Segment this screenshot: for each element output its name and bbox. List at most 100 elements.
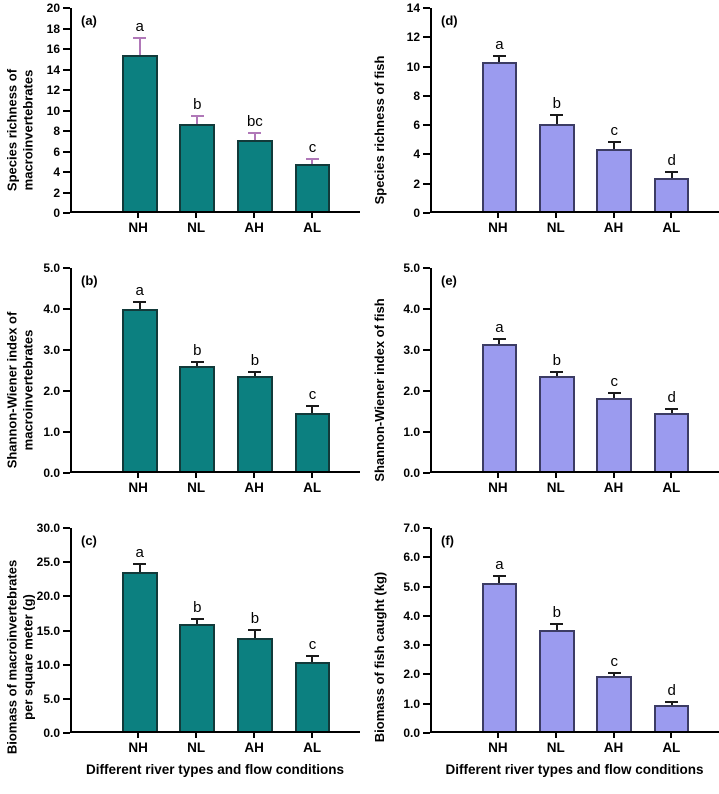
plot-area: (e) a b c d: [430, 268, 719, 473]
x-axis-title: Different river types and flow condition…: [445, 762, 704, 777]
y-tick-mark: [63, 390, 70, 392]
error-bar-line: [138, 565, 141, 572]
x-tick-label: NL: [546, 740, 565, 755]
significance-letter: b: [193, 342, 202, 360]
error-bar-line: [311, 160, 314, 165]
y-tick-mark: [63, 308, 70, 310]
plot-area: (d) a b c d: [430, 8, 719, 213]
y-tick-label: 25.0: [36, 555, 60, 570]
chart-panel-f: Biomass of fish caught (kg) 0.0 1.0 2.0 3.0…: [360, 520, 719, 794]
x-tick-row: NH NL AH AL: [70, 213, 360, 239]
y-axis-title: Species richness of fish: [372, 56, 388, 205]
error-bar-line: [555, 625, 558, 630]
y-tick-mark: [423, 182, 430, 185]
error-bar-line: [253, 373, 256, 376]
error-bar-line: [670, 703, 673, 705]
y-tick-mark: [423, 65, 430, 68]
plot-area: (b) a b b c: [70, 268, 360, 473]
x-tick-mark: [311, 473, 314, 478]
y-tick-label: 5.0: [403, 261, 420, 275]
y-tick-label: 8: [413, 88, 420, 103]
chart-panel-d: Species richness of fish 0 2 4 6 8 10 12 14 (d)…: [360, 0, 719, 260]
y-tick-mark: [423, 585, 430, 588]
error-bar-line: [613, 142, 616, 149]
y-tick-mark: [63, 89, 70, 91]
y-tick-mark: [423, 702, 430, 705]
plot-row: 0.0 1.0 2.0 3.0 4.0 5.0 (e) a b c d: [400, 261, 719, 480]
y-axis-title-col: Shannon-Wiener index of fish: [360, 260, 400, 520]
y-tick-mark: [423, 36, 430, 39]
y-tick-label: 16: [46, 42, 60, 56]
y-tick-label: 4.0: [403, 302, 420, 316]
y-tick-mark: [63, 732, 70, 734]
y-tick-mark: [423, 124, 430, 127]
x-tick-label: AH: [603, 480, 624, 495]
x-tick-mark: [137, 473, 140, 478]
x-tick-label: AL: [662, 740, 681, 755]
x-tick-label: NL: [546, 480, 565, 495]
significance-letter: a: [495, 35, 504, 53]
x-tick-label: NL: [187, 220, 206, 235]
y-tick-label: 1.0: [43, 425, 60, 439]
error-bar-cap: [133, 37, 147, 40]
y-tick-mark: [423, 390, 430, 392]
x-tick-mark: [670, 473, 673, 478]
x-tick-label: NH: [128, 740, 148, 755]
x-tick-mark: [554, 213, 557, 218]
chart-panel-b: Shannon-Wiener index of macroinvertebrate…: [0, 260, 360, 520]
y-axis-title-line: macroinvertebrates: [20, 69, 35, 191]
y-tick-mark: [63, 48, 70, 50]
x-tick-label: AH: [603, 740, 624, 755]
bar: [121, 571, 158, 731]
y-tick-label: 12: [406, 30, 420, 45]
x-tick-mark: [554, 733, 557, 738]
significance-letter: c: [308, 385, 317, 403]
y-tick-label: 3.0: [403, 638, 420, 653]
y-tick-mark: [63, 150, 70, 153]
error-bar-line: [311, 656, 314, 662]
significance-letter: b: [250, 352, 260, 370]
y-axis-title-line: Species richness of: [4, 68, 20, 192]
error-bar-line: [138, 39, 141, 55]
y-tick-mark: [63, 109, 70, 112]
x-tick-mark: [496, 733, 499, 738]
significance-letter: b: [552, 604, 562, 622]
y-tick-label: 3.0: [43, 343, 60, 357]
y-tick-gutter: 0.0 1.0 2.0 3.0 4.0 5.0: [40, 261, 70, 480]
significance-letter: c: [610, 373, 618, 391]
plot-area: (c) a b b c: [70, 528, 360, 733]
y-axis-title-col: Biomass of fish caught (kg): [360, 520, 400, 794]
x-tick-label: NH: [128, 480, 148, 495]
y-tick-mark: [63, 7, 70, 9]
x-tick-label: AH: [244, 480, 264, 495]
y-tick-mark: [423, 472, 430, 474]
error-bar-cap: [492, 338, 506, 341]
x-tick-mark: [670, 733, 673, 738]
y-tick-label: 6: [413, 118, 420, 133]
x-tick-row: NH NL AH AL: [430, 733, 719, 759]
error-bar-cap: [133, 300, 147, 303]
y-tick-mark: [63, 527, 70, 529]
x-tick-label: AL: [303, 220, 322, 235]
y-tick-gutter: 0 2 4 6 8 10 12 14: [400, 1, 430, 220]
y-tick-label: 2.0: [43, 384, 60, 398]
y-tick-gutter: 0 2 4 6 8 10 12 14 16 18 20: [40, 1, 70, 220]
bar: [596, 148, 633, 211]
y-tick-mark: [423, 7, 430, 9]
chart-panel-e: Shannon-Wiener index of fish 0.0 1.0 2.0 3.…: [360, 260, 719, 520]
y-axis-title-line: Species richness of fish: [372, 55, 388, 205]
plot-row: 0 2 4 6 8 10 12 14 16 18 20 (a) a b bc c: [40, 1, 360, 220]
x-tick-mark: [612, 473, 615, 478]
x-tick-mark: [496, 473, 499, 478]
x-tick-label: AH: [603, 220, 624, 235]
y-tick-label: 6: [53, 144, 60, 159]
y-axis-title-line: Biomass of macroinvertebrates: [4, 559, 20, 755]
y-axis-title-line: per square meter (g): [20, 594, 35, 720]
y-tick-mark: [63, 68, 70, 71]
y-tick-mark: [423, 308, 430, 310]
bar: [596, 398, 633, 471]
y-tick-gutter: 0.0 5.0 10.0 15.0 20.0 25.0 30.0: [36, 521, 70, 740]
y-tick-label: 2: [53, 185, 60, 200]
plot-column: 0.0 5.0 10.0 15.0 20.0 25.0 30.0 (c) a b b c NH NL…: [36, 520, 360, 794]
error-bar-cap: [550, 371, 564, 374]
